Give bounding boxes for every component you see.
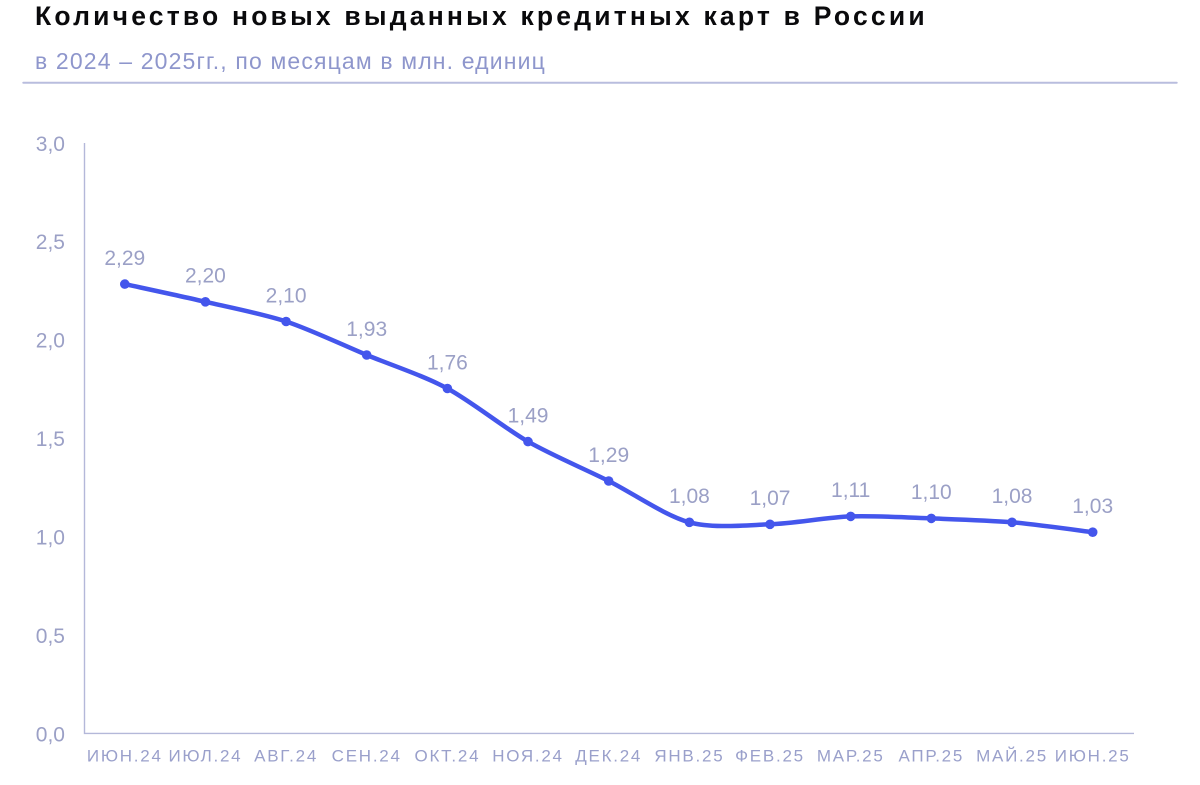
- svg-text:ИЮЛ.24: ИЮЛ.24: [168, 747, 242, 766]
- svg-text:1,0: 1,0: [36, 527, 65, 550]
- svg-text:1,10: 1,10: [911, 481, 952, 504]
- svg-text:1,93: 1,93: [346, 318, 387, 341]
- svg-text:2,29: 2,29: [104, 247, 145, 270]
- svg-text:ДЕК.24: ДЕК.24: [575, 747, 642, 766]
- svg-text:1,29: 1,29: [588, 444, 629, 467]
- svg-text:НОЯ.24: НОЯ.24: [492, 747, 564, 766]
- svg-text:2,5: 2,5: [36, 231, 65, 254]
- svg-text:1,08: 1,08: [669, 485, 710, 508]
- svg-text:1,07: 1,07: [750, 487, 791, 510]
- svg-text:0,5: 0,5: [36, 625, 65, 648]
- svg-text:ИЮН.25: ИЮН.25: [1055, 747, 1131, 766]
- svg-text:МАЙ.25: МАЙ.25: [976, 747, 1048, 766]
- svg-text:АВГ.24: АВГ.24: [254, 747, 318, 766]
- svg-text:1,11: 1,11: [831, 479, 870, 502]
- svg-text:1,03: 1,03: [1072, 495, 1113, 518]
- svg-text:ФЕВ.25: ФЕВ.25: [735, 747, 805, 766]
- svg-text:АПР.25: АПР.25: [898, 747, 964, 766]
- svg-text:1,49: 1,49: [508, 404, 549, 427]
- svg-text:3,0: 3,0: [36, 133, 65, 156]
- svg-text:0,0: 0,0: [36, 723, 65, 746]
- svg-text:2,0: 2,0: [36, 330, 65, 353]
- svg-text:ЯНВ.25: ЯНВ.25: [654, 747, 724, 766]
- svg-text:1,5: 1,5: [36, 428, 65, 451]
- svg-text:2,20: 2,20: [185, 265, 226, 288]
- svg-text:ОКТ.24: ОКТ.24: [415, 747, 481, 766]
- svg-text:СЕН.24: СЕН.24: [332, 747, 402, 766]
- svg-text:1,08: 1,08: [992, 485, 1033, 508]
- svg-text:2,10: 2,10: [266, 284, 307, 307]
- svg-text:ИЮН.24: ИЮН.24: [87, 747, 163, 766]
- svg-text:МАР.25: МАР.25: [817, 747, 885, 766]
- svg-text:1,76: 1,76: [427, 351, 468, 374]
